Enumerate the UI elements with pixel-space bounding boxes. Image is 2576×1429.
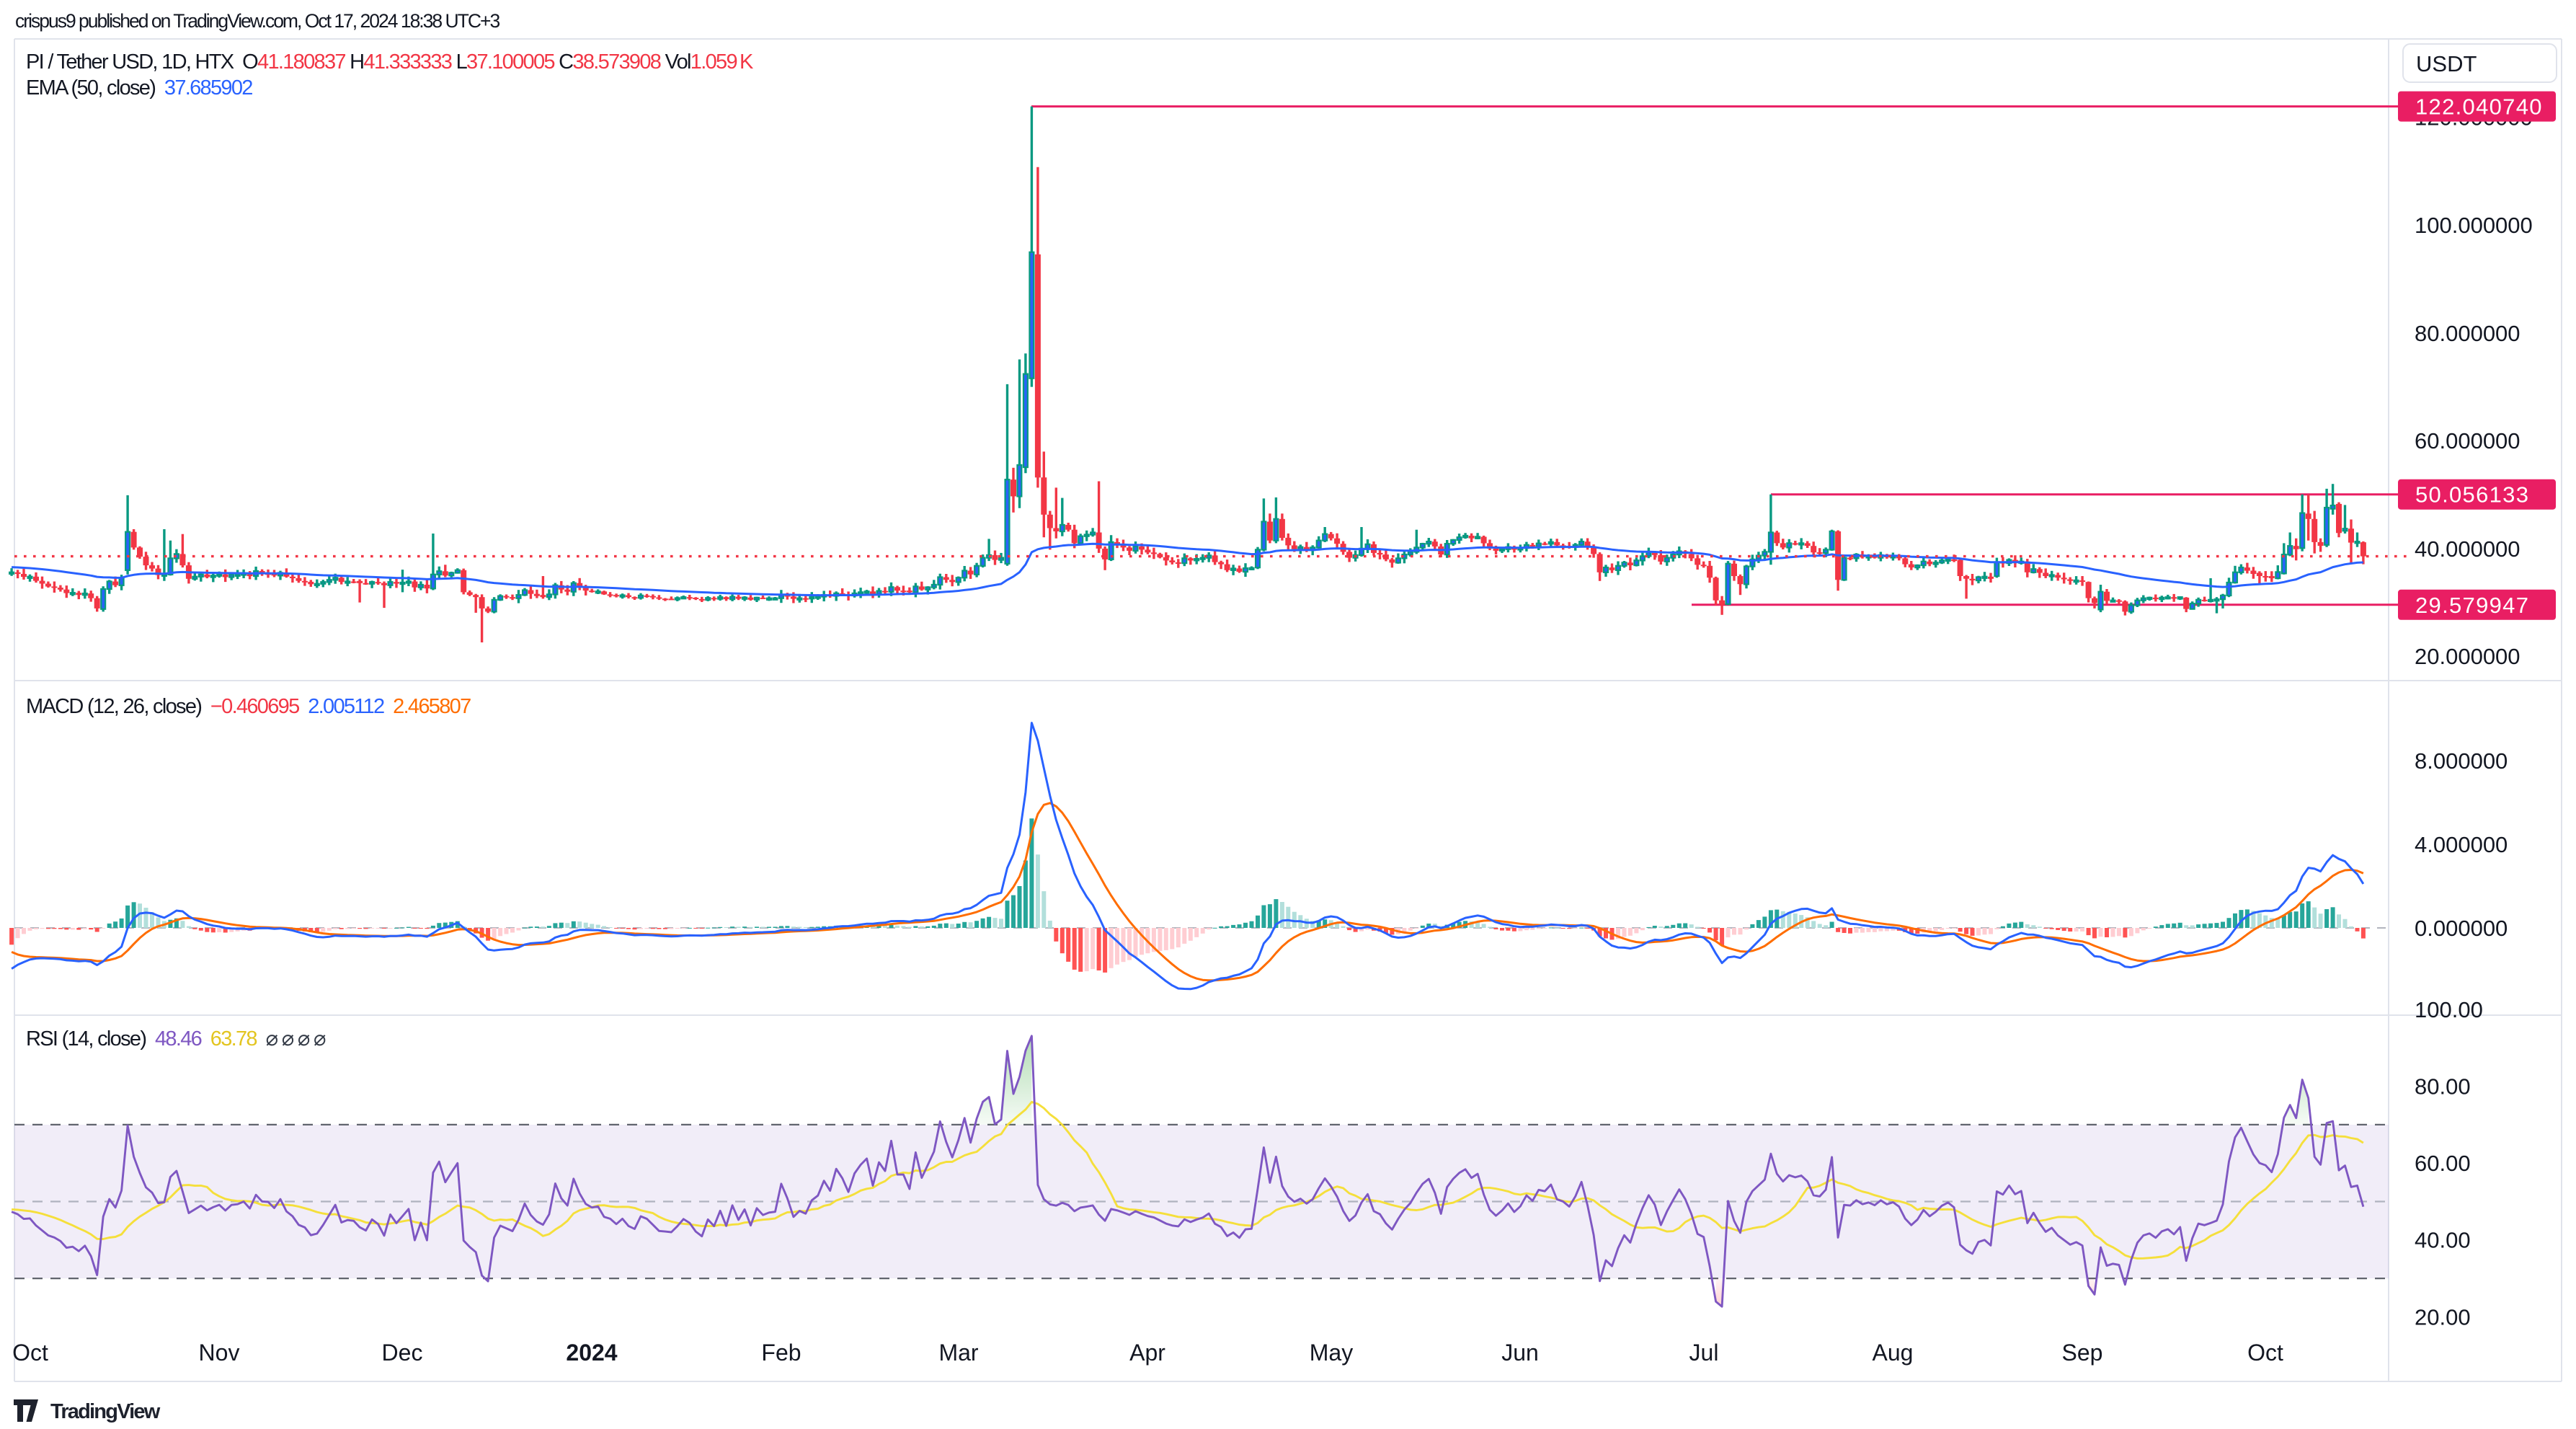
- svg-text:USDT: USDT: [2416, 51, 2477, 76]
- svg-text:Mar: Mar: [938, 1340, 978, 1366]
- svg-text:0.000000: 0.000000: [2415, 916, 2508, 941]
- svg-text:4.000000: 4.000000: [2415, 832, 2508, 857]
- svg-text:Jun: Jun: [1501, 1340, 1539, 1366]
- svg-text:20.00: 20.00: [2415, 1304, 2471, 1330]
- svg-text:50.056133: 50.056133: [2415, 482, 2529, 508]
- svg-text:TradingView: TradingView: [50, 1400, 161, 1423]
- svg-text:Oct: Oct: [12, 1340, 48, 1366]
- svg-text:Sep: Sep: [2062, 1340, 2103, 1366]
- svg-text:EMA (50, close) 37.685902: EMA (50, close) 37.685902: [26, 76, 252, 99]
- svg-text:80.000000: 80.000000: [2415, 321, 2521, 346]
- svg-text:May: May: [1310, 1340, 1353, 1366]
- svg-text:80.00: 80.00: [2415, 1074, 2471, 1099]
- svg-text:2024: 2024: [566, 1340, 617, 1366]
- svg-text:100.000000: 100.000000: [2415, 213, 2533, 238]
- svg-text:PI / Tether USD, 1D, HTX O41.: PI / Tether USD, 1D, HTX O41.180837 H41.…: [26, 50, 754, 74]
- svg-text:8.000000: 8.000000: [2415, 748, 2508, 774]
- svg-text:122.040740: 122.040740: [2415, 94, 2543, 120]
- svg-text:Apr: Apr: [1129, 1340, 1165, 1366]
- svg-text:Dec: Dec: [382, 1340, 423, 1366]
- svg-text:60.00: 60.00: [2415, 1151, 2471, 1176]
- svg-text:crispus9 published on TradingV: crispus9 published on TradingView.com, O…: [15, 10, 499, 32]
- svg-text:MACD (12, 26, close) −0.46069: MACD (12, 26, close) −0.460695 2.005112 …: [26, 695, 471, 718]
- svg-text:100.00: 100.00: [2415, 997, 2483, 1022]
- svg-text:RSI (14, close) 48.46 63.78: RSI (14, close) 48.46 63.78 ⌀ ⌀ ⌀ ⌀: [26, 1027, 326, 1050]
- svg-text:20.000000: 20.000000: [2415, 644, 2521, 669]
- svg-text:60.000000: 60.000000: [2415, 428, 2521, 454]
- svg-text:40.00: 40.00: [2415, 1228, 2471, 1253]
- svg-text:Nov: Nov: [199, 1340, 240, 1366]
- svg-text:Jul: Jul: [1689, 1340, 1719, 1366]
- svg-text:Oct: Oct: [2247, 1340, 2283, 1366]
- svg-text:Feb: Feb: [761, 1340, 801, 1366]
- svg-text:Aug: Aug: [1873, 1340, 1914, 1366]
- svg-text:29.579947: 29.579947: [2415, 593, 2529, 618]
- svg-text:40.000000: 40.000000: [2415, 536, 2521, 562]
